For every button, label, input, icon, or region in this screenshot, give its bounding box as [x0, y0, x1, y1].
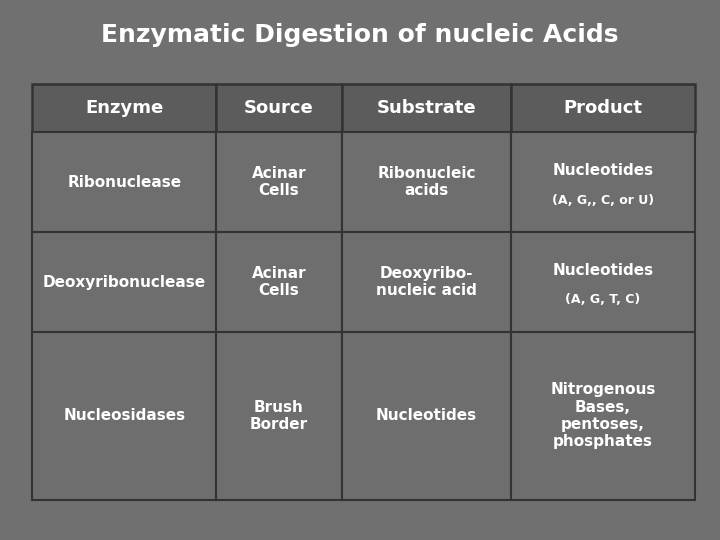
Text: (A, G,, C, or U): (A, G,, C, or U) — [552, 193, 654, 207]
Text: Deoxyribo-
nucleic acid: Deoxyribo- nucleic acid — [376, 266, 477, 298]
Text: Product: Product — [564, 99, 642, 117]
Text: Nitrogenous
Bases,
pentoses,
phosphates: Nitrogenous Bases, pentoses, phosphates — [550, 382, 656, 449]
Text: Enzyme: Enzyme — [85, 99, 163, 117]
Text: Acinar
Cells: Acinar Cells — [252, 166, 306, 198]
Bar — [216, 132, 342, 232]
Bar — [32, 84, 216, 132]
Bar — [342, 332, 511, 500]
Text: Ribonucleic
acids: Ribonucleic acids — [377, 166, 476, 198]
Text: Nucleosidases: Nucleosidases — [63, 408, 185, 423]
Bar — [342, 132, 511, 232]
Bar — [511, 84, 695, 132]
Text: Deoxyribonuclease: Deoxyribonuclease — [42, 275, 206, 289]
Bar — [342, 232, 511, 332]
Bar — [511, 132, 695, 232]
Text: (A, G, T, C): (A, G, T, C) — [565, 293, 641, 307]
Bar — [216, 332, 342, 500]
Text: Brush
Border: Brush Border — [250, 400, 308, 432]
Bar — [511, 332, 695, 500]
Text: Nucleotides: Nucleotides — [552, 263, 654, 278]
Text: Enzymatic Digestion of nucleic Acids: Enzymatic Digestion of nucleic Acids — [102, 23, 618, 47]
Text: Acinar
Cells: Acinar Cells — [252, 266, 306, 298]
Bar — [511, 232, 695, 332]
Bar — [342, 84, 511, 132]
Text: Ribonuclease: Ribonuclease — [67, 175, 181, 190]
Text: Nucleotides: Nucleotides — [376, 408, 477, 423]
Text: Nucleotides: Nucleotides — [552, 163, 654, 178]
Text: Substrate: Substrate — [377, 99, 477, 117]
Bar — [216, 84, 342, 132]
Bar — [32, 332, 216, 500]
Bar — [216, 232, 342, 332]
Bar — [32, 232, 216, 332]
Text: Source: Source — [244, 99, 314, 117]
Bar — [32, 132, 216, 232]
